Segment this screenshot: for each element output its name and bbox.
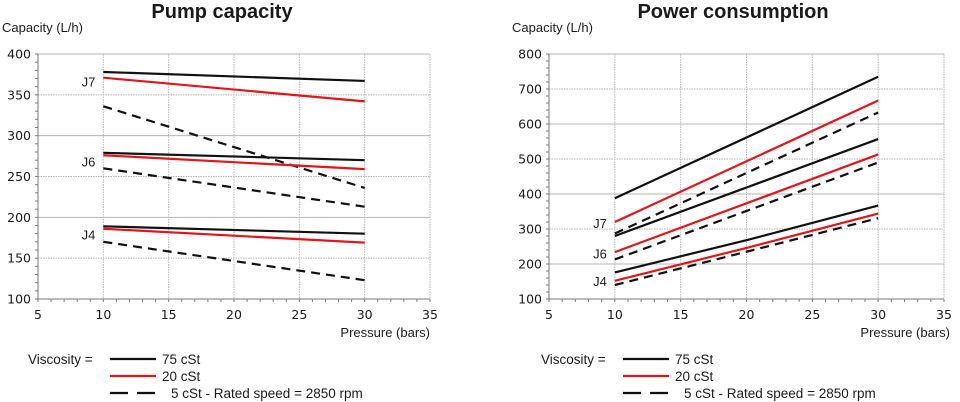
series-line-j4-75-cst — [103, 225, 365, 235]
y-tick-label: 500 — [518, 152, 542, 167]
y-tick-label: 200 — [7, 210, 31, 225]
x-tick-label: 5 — [545, 307, 553, 322]
legend-entry-label: 20 cSt — [675, 369, 714, 384]
legend-entry-label: 20 cSt — [162, 369, 201, 384]
series-label-j7: J7 — [82, 75, 96, 90]
series-line-j7-20-cst — [614, 99, 879, 223]
chart-power-consumption: Power consumption Capacity (L/h) 100 200 300… — [512, 1, 952, 401]
chart-title: Power consumption — [637, 1, 828, 23]
legend-prefix: Viscosity = — [28, 352, 93, 367]
series-line-j7-75-cst — [614, 75, 879, 200]
y-tick-label: 150 — [7, 251, 31, 266]
y-tick-label: 600 — [518, 117, 542, 132]
y-axis-label: Capacity (L/h) — [512, 20, 593, 35]
chart-title: Pump capacity — [151, 1, 293, 23]
legend-entry-label: 5 cSt - Rated speed = 2850 rpm — [171, 386, 363, 401]
y-tick-label: 350 — [7, 87, 31, 102]
y-tick-label: 800 — [518, 47, 542, 62]
chart-pump-capacity: Pump capacity Capacity (L/h) 100 150 200 250 3… — [2, 1, 438, 401]
x-axis-label: Pressure (bars) — [860, 325, 950, 340]
y-axis-label: Capacity (L/h) — [2, 20, 83, 35]
x-tick-label: 30 — [357, 307, 373, 322]
series-line-j7-20-cst — [103, 76, 365, 103]
x-tick-label: 35 — [422, 307, 438, 322]
x-tick-label: 25 — [804, 307, 820, 322]
series-line-j4-20-cst — [103, 227, 365, 244]
series-line-j7-5-cst — [614, 111, 879, 235]
series-line-j6-20-cst — [614, 153, 879, 254]
series-label-j6: J6 — [82, 155, 96, 170]
x-tick-label: 35 — [936, 307, 952, 322]
y-tick-label: 100 — [518, 292, 542, 307]
series-line-j6-75-cst — [614, 138, 879, 238]
x-axis-label: Pressure (bars) — [340, 325, 430, 340]
series-label-j4: J4 — [593, 274, 607, 289]
series-line-j7-5-cst — [103, 105, 365, 189]
series-line-j4-5-cst — [614, 217, 879, 287]
series-line-j4-75-cst — [614, 204, 879, 274]
x-tick-label: 5 — [34, 307, 42, 322]
y-tick-label: 200 — [518, 257, 542, 272]
x-tick-label: 15 — [673, 307, 689, 322]
legend-entry-label: 5 cSt - Rated speed = 2850 rpm — [684, 386, 876, 401]
y-tick-label: 400 — [7, 47, 31, 62]
y-tick-label: 300 — [518, 222, 542, 237]
x-tick-label: 10 — [95, 307, 111, 322]
legend-entry-label: 75 cSt — [675, 352, 714, 367]
series-line-j7-75-cst — [103, 70, 365, 83]
x-tick-label: 20 — [739, 307, 755, 322]
y-tick-label: 100 — [7, 292, 31, 307]
legend-prefix: Viscosity = — [541, 352, 606, 367]
x-tick-label: 25 — [291, 307, 307, 322]
y-tick-label: 250 — [7, 169, 31, 184]
y-tick-label: 300 — [7, 128, 31, 143]
series-line-j4-20-cst — [614, 212, 879, 282]
series-line-j6-5-cst — [614, 161, 879, 261]
series-line-j6-20-cst — [103, 154, 365, 171]
legend: Viscosity = 75 cSt 20 cSt 5 cSt - Rated spe… — [541, 352, 876, 401]
series-line-j6-75-cst — [103, 151, 365, 162]
y-tick-label: 700 — [518, 82, 542, 97]
x-tick-label: 15 — [161, 307, 177, 322]
series-label-j4: J4 — [82, 227, 96, 242]
x-tick-label: 30 — [870, 307, 886, 322]
x-tick-label: 20 — [226, 307, 242, 322]
series-label-j6: J6 — [593, 247, 607, 262]
legend-entry-label: 75 cSt — [162, 352, 201, 367]
series-label-j7: J7 — [593, 216, 607, 231]
y-tick-label: 400 — [518, 187, 542, 202]
legend: Viscosity = 75 cSt 20 cSt 5 cSt - Rated spe… — [28, 352, 363, 401]
x-tick-label: 10 — [607, 307, 623, 322]
